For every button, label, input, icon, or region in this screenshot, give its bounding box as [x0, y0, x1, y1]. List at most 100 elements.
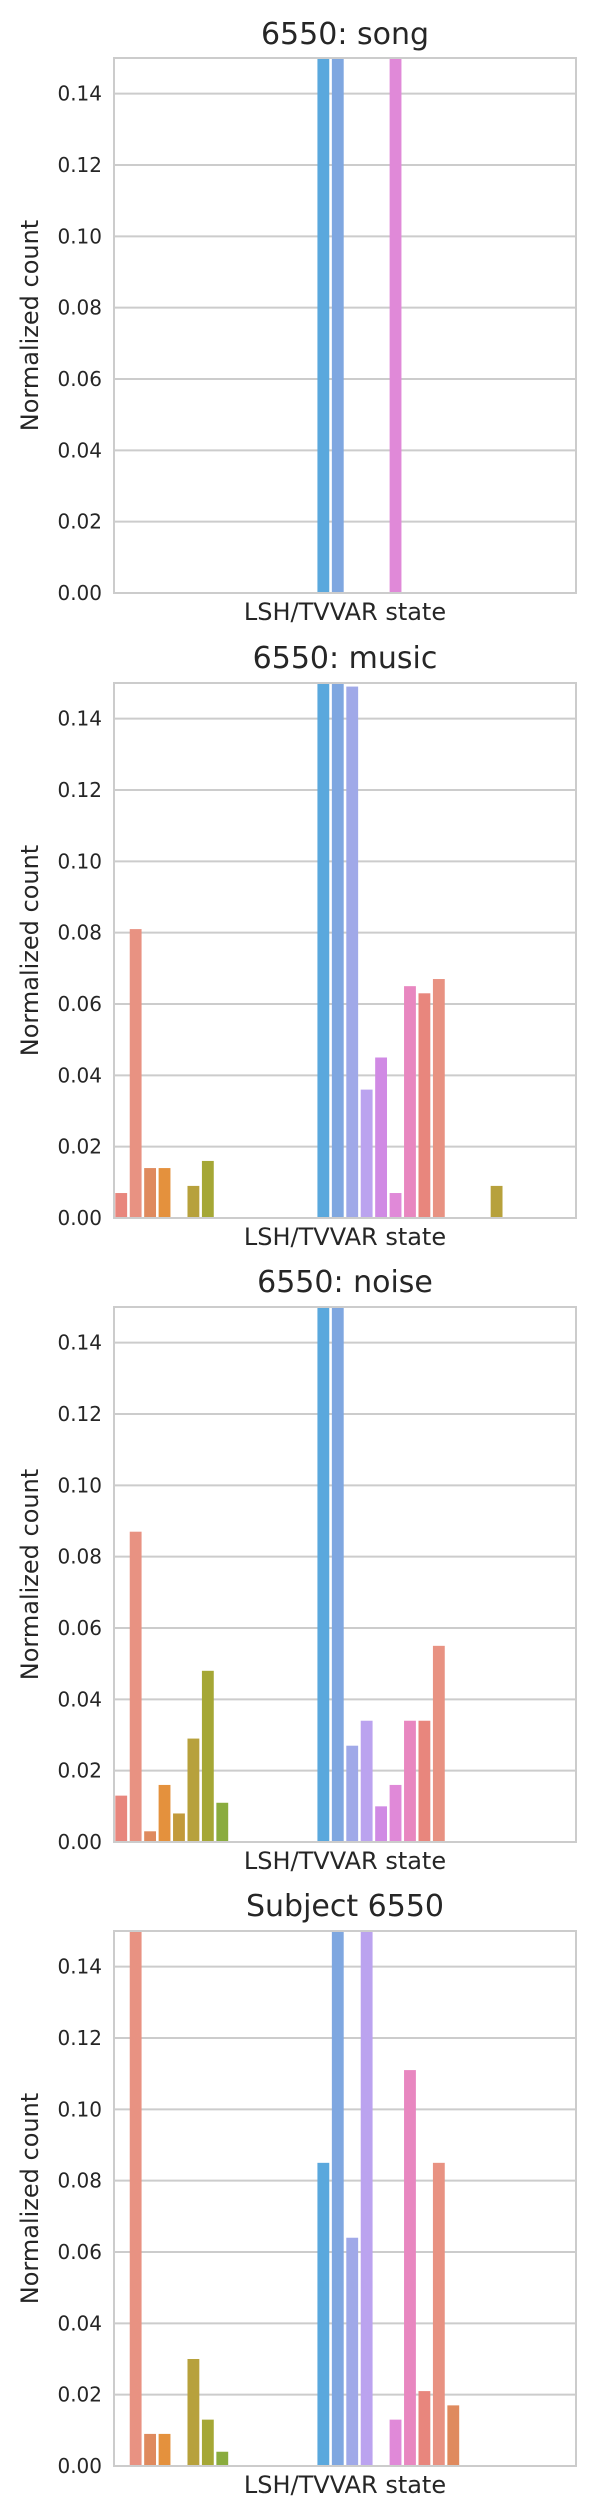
- panel-title: 6550: music: [253, 641, 438, 676]
- y-tick-label: 0.14: [57, 1331, 102, 1355]
- bar: [144, 1831, 157, 1842]
- y-tick-label: 0.10: [57, 2097, 102, 2121]
- plot-frame: [113, 57, 577, 594]
- y-tick-label: 0.02: [57, 510, 102, 534]
- bar: [346, 686, 359, 1218]
- y-tick-label: 0.04: [57, 1063, 102, 1087]
- bar: [490, 1185, 503, 1218]
- plot-frame: [113, 682, 577, 1219]
- plot-frame: [113, 1306, 577, 1843]
- panel-subject: Subject 6550 0.00 0.02 0.04 0.06 0.08 0.10 0.1…: [16, 1889, 577, 2499]
- y-tick-label: 0.00: [57, 581, 102, 605]
- y-tick-label: 0.08: [57, 921, 102, 945]
- y-tick-label: 0.00: [57, 1830, 102, 1854]
- panel-music: 6550: music 0.00 0.02 0.04 0.06 0.08 0.10 0.12…: [16, 641, 577, 1251]
- y-tick-label: 0.10: [57, 849, 102, 873]
- y-tick-label: 0.02: [57, 1759, 102, 1783]
- bar: [447, 2405, 460, 2466]
- bar: [389, 1193, 402, 1218]
- y-tick-label: 0.04: [57, 1687, 102, 1711]
- bar: [360, 1089, 373, 1218]
- y-tick-label: 0.08: [57, 296, 102, 320]
- y-tick-label: 0.08: [57, 2169, 102, 2193]
- y-tick-label: 0.06: [57, 992, 102, 1016]
- bar: [346, 2237, 359, 2466]
- bar: [317, 683, 330, 1218]
- bar: [360, 1931, 373, 2466]
- y-tick-label: 0.00: [57, 2454, 102, 2478]
- y-tick-label: 0.06: [57, 2240, 102, 2264]
- bar: [317, 2162, 330, 2466]
- bar: [418, 2391, 431, 2466]
- bar: [216, 1802, 229, 1842]
- y-tick-label: 0.10: [57, 1473, 102, 1497]
- y-tick-label: 0.02: [57, 1135, 102, 1159]
- bar: [432, 2162, 445, 2466]
- bar: [144, 2433, 157, 2466]
- bar: [404, 1720, 416, 1842]
- bar: [404, 986, 416, 1218]
- bar: [201, 1160, 214, 1218]
- bar: [418, 993, 431, 1218]
- y-tick-label: 0.04: [57, 438, 102, 462]
- bar: [389, 1784, 402, 1842]
- panel-title: 6550: song: [261, 17, 429, 52]
- y-tick-label: 0.06: [57, 1616, 102, 1640]
- y-tick-label: 0.00: [57, 1206, 102, 1230]
- y-tick-label: 0.06: [57, 367, 102, 391]
- y-tick-label: 0.10: [57, 224, 102, 248]
- y-tick-label: 0.12: [57, 1402, 102, 1426]
- bar: [317, 58, 330, 593]
- bar: [346, 1745, 359, 1842]
- y-tick-label: 0.14: [57, 82, 102, 106]
- bar: [389, 2419, 402, 2466]
- bar: [173, 1813, 185, 1842]
- y-axis-label: Normalized count: [16, 845, 44, 1056]
- y-tick-label: 0.12: [57, 153, 102, 177]
- bar: [331, 1307, 344, 1842]
- x-axis-label: LSH/TVVAR state: [244, 2471, 446, 2499]
- y-tick-label: 0.12: [57, 778, 102, 802]
- bar: [158, 1168, 171, 1218]
- bar: [158, 1784, 171, 1842]
- bar: [115, 1795, 128, 1842]
- bar: [187, 1738, 200, 1842]
- bar: [187, 1185, 200, 1218]
- bar: [331, 58, 344, 593]
- bar: [129, 1531, 142, 1842]
- bar: [158, 2433, 171, 2466]
- y-tick-label: 0.04: [57, 2311, 102, 2335]
- y-tick-label: 0.02: [57, 2383, 102, 2407]
- bar: [129, 1931, 142, 2466]
- bar: [129, 929, 142, 1218]
- panel-title: 6550: noise: [257, 1265, 433, 1300]
- x-axis-label: LSH/TVVAR state: [244, 1847, 446, 1875]
- bar: [375, 1057, 388, 1218]
- bar: [418, 1720, 431, 1842]
- bar: [432, 1645, 445, 1842]
- x-axis-label: LSH/TVVAR state: [244, 598, 446, 626]
- panel-title: Subject 6550: [246, 1889, 444, 1924]
- bar: [375, 1806, 388, 1842]
- plot-frame: [113, 1930, 577, 2467]
- bar: [317, 1307, 330, 1842]
- y-tick-label: 0.08: [57, 1545, 102, 1569]
- y-axis-label: Normalized count: [16, 2093, 44, 2304]
- bar: [216, 2451, 229, 2466]
- y-tick-label: 0.14: [57, 707, 102, 731]
- y-axis-label: Normalized count: [16, 1469, 44, 1680]
- bar: [331, 683, 344, 1218]
- bar: [201, 1670, 214, 1842]
- bar: [187, 2359, 200, 2466]
- bar: [404, 2070, 416, 2466]
- y-axis-label: Normalized count: [16, 220, 44, 431]
- panel-noise: 6550: noise 0.00 0.02 0.04 0.06 0.08 0.10 0.12…: [16, 1265, 577, 1875]
- x-axis-label: LSH/TVVAR state: [244, 1223, 446, 1251]
- bar: [360, 1720, 373, 1842]
- y-tick-label: 0.12: [57, 2026, 102, 2050]
- bar: [389, 58, 402, 593]
- bar: [331, 1931, 344, 2466]
- bar: [201, 2419, 214, 2466]
- bar: [115, 1193, 128, 1218]
